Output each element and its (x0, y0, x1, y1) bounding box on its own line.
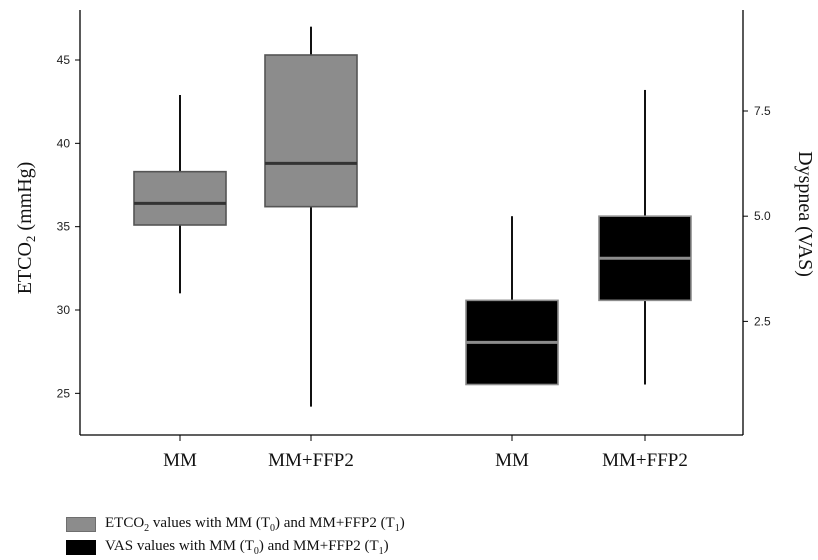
legend: ETCO2 values with MM (T0) and MM+FFP2 (T… (66, 514, 405, 560)
left-axis-ticks: 25 30 35 40 45 (57, 53, 80, 400)
right-axis-ticks: 2.5 5.0 7.5 (743, 104, 771, 328)
box-series (133, 26, 692, 407)
left-tick-label: 35 (57, 220, 71, 234)
right-tick-label: 5.0 (754, 209, 771, 223)
left-tick-label: 40 (57, 136, 71, 150)
left-axis-title: ETCO2 (mmHg) (14, 162, 38, 295)
right-tick-label: 2.5 (754, 314, 771, 328)
right-axis-title: Dyspnea (VAS) (794, 151, 816, 277)
category-labels: MM MM+FFP2 MM MM+FFP2 (163, 435, 688, 471)
category-label: MM+FFP2 (602, 450, 688, 471)
right-tick-label: 7.5 (754, 104, 771, 118)
legend-item-vas: VAS values with MM (T0) and MM+FFP2 (T1) (66, 537, 405, 557)
legend-label-etco2: ETCO2 values with MM (T0) and MM+FFP2 (T… (105, 514, 405, 534)
box-iqr (264, 54, 358, 208)
left-tick-label: 30 (57, 303, 71, 317)
legend-swatch-etco2 (66, 516, 96, 532)
left-tick-label: 25 (57, 386, 71, 400)
category-label: MM (163, 450, 197, 471)
category-label: MM (495, 450, 529, 471)
left-tick-label: 45 (57, 53, 71, 67)
category-label: MM+FFP2 (268, 450, 354, 471)
legend-swatch-vas (66, 539, 96, 555)
legend-label-vas: VAS values with MM (T0) and MM+FFP2 (T1) (105, 537, 389, 557)
plot-frame (79, 10, 744, 436)
legend-item-etco2: ETCO2 values with MM (T0) and MM+FFP2 (T… (66, 514, 405, 534)
box-iqr (133, 170, 227, 226)
